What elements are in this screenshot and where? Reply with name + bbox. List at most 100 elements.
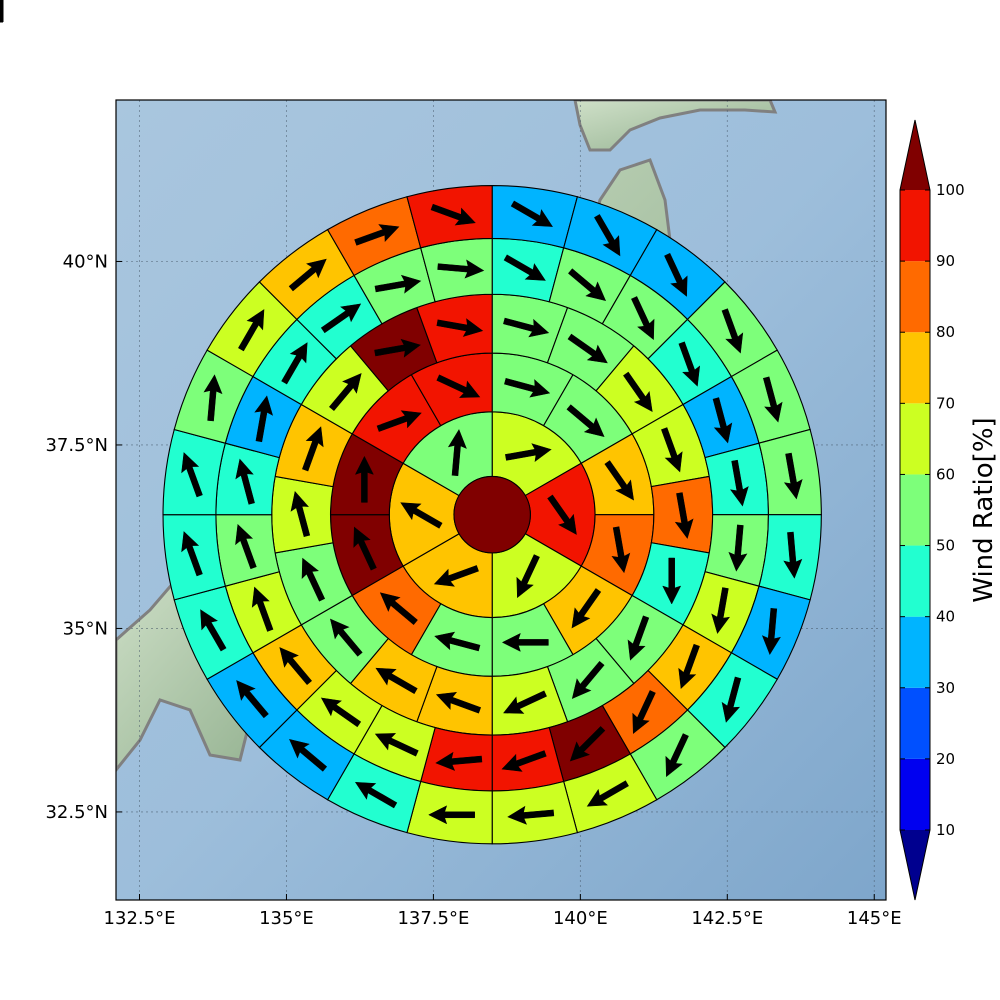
wind-arrow bbox=[290, 490, 311, 538]
wind-arrow bbox=[721, 676, 742, 723]
y-tick-label: 35°N bbox=[63, 618, 108, 639]
wind-arrow bbox=[320, 697, 362, 728]
wind-arrow bbox=[400, 502, 443, 529]
colorbar-tick-label: 80 bbox=[936, 323, 955, 341]
wind-arrow bbox=[783, 531, 803, 579]
wind-arrow bbox=[354, 455, 374, 503]
wind-arrow bbox=[289, 739, 328, 772]
axes-frame bbox=[115, 99, 887, 901]
wind-arrow bbox=[623, 371, 653, 413]
wind-arrow bbox=[728, 524, 748, 572]
wind-arrow bbox=[567, 333, 608, 364]
y-axis: 32.5°N 35°N 37.5°N 40°N bbox=[45, 251, 122, 823]
wind-arrow bbox=[510, 200, 553, 227]
wind-arrow bbox=[355, 782, 398, 809]
wind-arrow bbox=[568, 268, 607, 301]
wind-arrow bbox=[320, 303, 362, 334]
wind-arrow bbox=[632, 690, 656, 734]
wind-arrow bbox=[627, 615, 650, 661]
land-hokkaido bbox=[573, 100, 778, 152]
wind-arrow bbox=[181, 531, 203, 577]
wind-arrow bbox=[504, 378, 551, 398]
colorbar-tick-label: 100 bbox=[936, 181, 965, 199]
wind-arrow bbox=[501, 750, 547, 772]
colorbar-band bbox=[900, 403, 930, 475]
colorbar-over-extension bbox=[900, 120, 930, 190]
wind-arrow bbox=[279, 647, 312, 686]
wind-arrow bbox=[353, 526, 377, 571]
wind-arrow bbox=[547, 494, 577, 535]
wind-sectors bbox=[163, 186, 822, 845]
x-tick-label: 145°E bbox=[847, 908, 902, 929]
wind-arrow bbox=[376, 410, 422, 432]
colorbar-band bbox=[900, 261, 930, 333]
wind-arrow bbox=[503, 317, 550, 338]
wind-arrow bbox=[594, 214, 621, 257]
wind-arrow bbox=[763, 376, 783, 423]
wind-arrow bbox=[571, 588, 602, 629]
wind-arrow bbox=[586, 780, 629, 807]
wind-arrow bbox=[200, 609, 227, 652]
colorbar-label: Wind Ratio[%] bbox=[969, 417, 999, 602]
wind-arrow bbox=[437, 259, 485, 279]
x-tick-label: 135°E bbox=[259, 908, 314, 929]
x-tick-label: 137.5°E bbox=[397, 908, 469, 929]
wind-arrow bbox=[235, 458, 255, 505]
wind-arrow bbox=[0, 0, 4, 23]
wind-arrow bbox=[354, 224, 400, 246]
wind-arrow bbox=[288, 258, 327, 292]
colorbar-tick-label: 90 bbox=[936, 252, 955, 270]
wind-arrow bbox=[435, 751, 483, 771]
wind-arrow bbox=[711, 587, 730, 634]
y-tick-label: 40°N bbox=[63, 251, 108, 272]
x-tick-label: 132.5°E bbox=[104, 908, 176, 929]
center-cell bbox=[453, 475, 531, 554]
colorbar-band bbox=[900, 474, 930, 546]
wind-arrow bbox=[516, 554, 540, 599]
wind-arrow bbox=[664, 252, 688, 297]
wind-arrow bbox=[566, 404, 605, 437]
wind-arrow bbox=[604, 460, 634, 501]
wind-arrow bbox=[783, 452, 803, 500]
wind-arrow bbox=[433, 565, 479, 587]
wind-arrow bbox=[330, 618, 363, 657]
wind-arrow bbox=[505, 443, 552, 462]
wind-arrow bbox=[374, 274, 422, 294]
colorbar-band bbox=[900, 758, 930, 830]
wind-arrow bbox=[374, 338, 421, 358]
wind-arrow bbox=[678, 643, 700, 689]
wind-arrow bbox=[569, 726, 606, 762]
wind-arrow bbox=[181, 452, 203, 498]
wind-arrow bbox=[434, 631, 481, 652]
wind-arrow bbox=[374, 733, 419, 757]
colorbar-band bbox=[900, 332, 930, 404]
wind-arrow bbox=[235, 524, 257, 570]
wind-arrow bbox=[674, 492, 694, 539]
wind-arrow bbox=[661, 427, 683, 473]
wind-arrows bbox=[0, 0, 803, 825]
colorbar-band bbox=[900, 687, 930, 759]
y-tick-label: 32.5°N bbox=[45, 802, 108, 823]
wind-arrow bbox=[436, 318, 484, 337]
colorbar-band bbox=[900, 545, 930, 617]
wind-arrow bbox=[301, 557, 326, 602]
wind-arrow bbox=[430, 203, 476, 226]
x-tick-label: 142.5°E bbox=[691, 908, 763, 929]
colorbar-tick-label: 50 bbox=[936, 537, 955, 555]
wind-arrow bbox=[329, 373, 362, 412]
wind-arrow bbox=[236, 680, 269, 719]
wind-arrow bbox=[721, 308, 744, 354]
wind-arrow bbox=[631, 296, 655, 340]
wind-arrow bbox=[501, 632, 549, 652]
colorbar-tick-label: 60 bbox=[936, 465, 955, 483]
wind-arrow bbox=[281, 342, 308, 385]
x-axis: 132.5°E 135°E 137.5°E 140°E 142.5°E 145°E bbox=[104, 894, 902, 929]
colorbar-tick-label: 20 bbox=[936, 750, 955, 768]
wind-arrow bbox=[375, 667, 418, 695]
wind-arrow bbox=[203, 374, 223, 422]
wind-arrow bbox=[678, 341, 701, 387]
colorbar-tick-label: 40 bbox=[936, 608, 955, 626]
wind-arrow bbox=[507, 805, 555, 825]
colorbar-band bbox=[900, 616, 930, 688]
